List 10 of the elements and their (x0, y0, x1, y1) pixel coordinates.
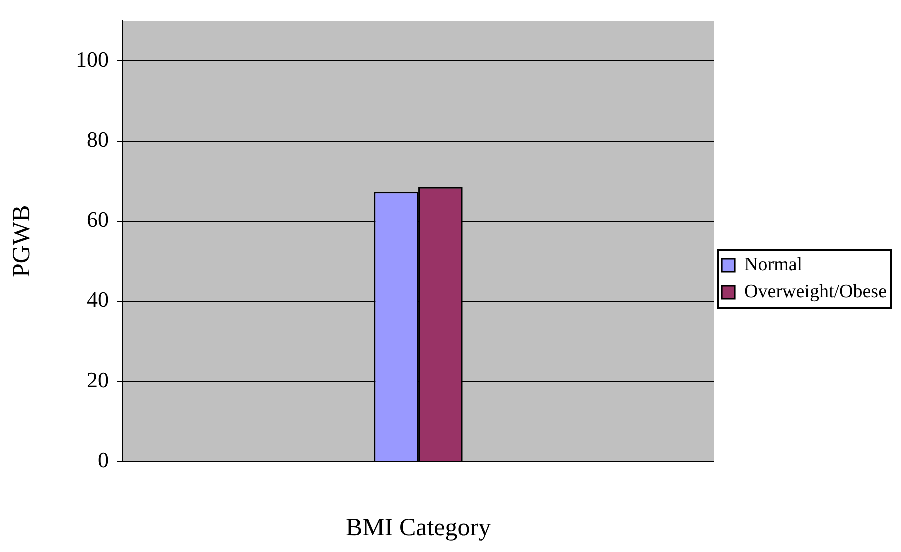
x-axis-title: BMI Category (346, 514, 492, 542)
y-tick-label: 80 (87, 127, 109, 152)
y-tick-label: 60 (87, 207, 109, 232)
y-tick-label: 20 (87, 367, 109, 392)
y-tick-label: 40 (87, 287, 109, 312)
y-tick-label: 100 (76, 47, 109, 72)
legend-label: Overweight/Obese (744, 281, 888, 302)
legend-label: Normal (744, 254, 803, 276)
y-axis-title: PGWB (8, 205, 36, 278)
y-tick-label: 0 (98, 447, 109, 472)
